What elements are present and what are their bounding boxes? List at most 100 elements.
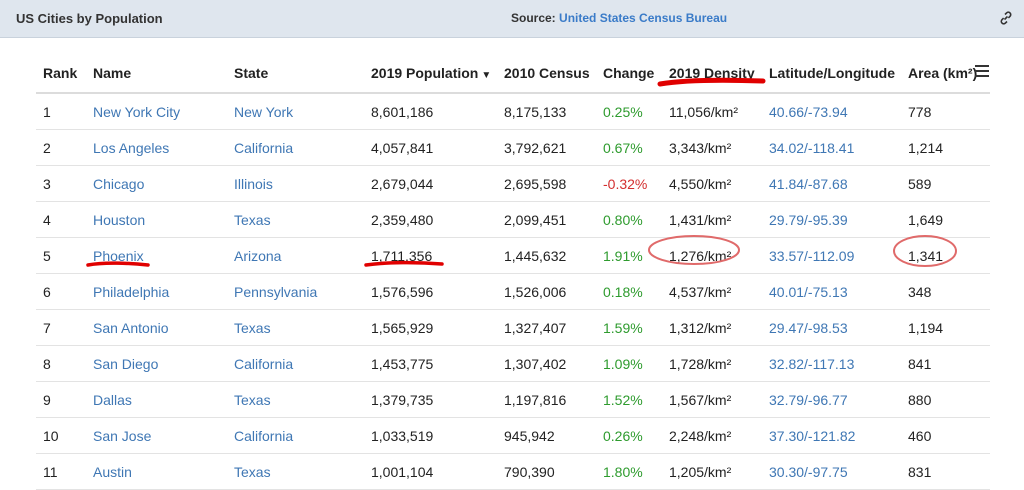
- table-row: 9 Dallas Texas 1,379,735 1,197,816 1.52% 1,567…: [36, 381, 990, 418]
- density-cell: 4,537/km²: [662, 273, 762, 310]
- rank-cell: 6: [36, 273, 86, 310]
- table-row: 7 San Antonio Texas 1,565,929 1,327,407 1.59%…: [36, 309, 990, 346]
- table-row: 2 Los Angeles California 4,057,841 3,792,621…: [36, 129, 990, 166]
- change-cell: 0.67%: [596, 129, 662, 166]
- density-cell: 3,343/km²: [662, 129, 762, 166]
- column-header-lat-long[interactable]: Latitude/Longitude: [762, 54, 901, 94]
- change-cell: 0.26%: [596, 417, 662, 454]
- state-link[interactable]: Texas: [227, 201, 364, 238]
- population-2019-cell: 1,711,356: [364, 237, 497, 274]
- state-link[interactable]: Texas: [227, 381, 364, 418]
- city-name-link[interactable]: Philadelphia: [86, 273, 227, 310]
- lat-long-link[interactable]: 33.57/-112.09: [762, 237, 901, 274]
- rank-cell: 8: [36, 345, 86, 382]
- state-link[interactable]: Illinois: [227, 165, 364, 202]
- hamburger-menu-icon[interactable]: [975, 65, 989, 77]
- lat-long-link[interactable]: 41.84/-87.68: [762, 165, 901, 202]
- change-cell: 1.80%: [596, 453, 662, 490]
- census-2010-cell: 1,327,407: [497, 309, 596, 346]
- population-2019-cell: 1,379,735: [364, 381, 497, 418]
- column-header-change[interactable]: Change: [596, 54, 662, 94]
- source-link[interactable]: United States Census Bureau: [559, 11, 728, 25]
- city-name-link[interactable]: San Antonio: [86, 309, 227, 346]
- column-header-census-2010[interactable]: 2010 Census: [497, 54, 596, 94]
- density-cell: 1,567/km²: [662, 381, 762, 418]
- state-link[interactable]: California: [227, 345, 364, 382]
- city-name-link[interactable]: New York City: [86, 93, 227, 130]
- state-link[interactable]: Texas: [227, 453, 364, 490]
- area-cell: 880: [901, 381, 990, 418]
- city-name-link[interactable]: San Diego: [86, 345, 227, 382]
- table-row: 11 Austin Texas 1,001,104 790,390 1.80% 1,205/…: [36, 453, 990, 490]
- table-row: 4 Houston Texas 2,359,480 2,099,451 0.80% 1,43…: [36, 201, 990, 238]
- table-row: 3 Chicago Illinois 2,679,044 2,695,598 -0.32%…: [36, 165, 990, 202]
- density-cell: 11,056/km²: [662, 93, 762, 130]
- lat-long-link[interactable]: 40.01/-75.13: [762, 273, 901, 310]
- city-name-link[interactable]: Chicago: [86, 165, 227, 202]
- city-name-link[interactable]: Dallas: [86, 381, 227, 418]
- city-name-link[interactable]: Houston: [86, 201, 227, 238]
- area-cell: 831: [901, 453, 990, 490]
- top-bar: US Cities by Population Source: United S…: [0, 0, 1024, 38]
- state-link[interactable]: New York: [227, 93, 364, 130]
- column-header-name[interactable]: Name: [86, 54, 227, 94]
- state-link[interactable]: California: [227, 417, 364, 454]
- change-cell: 0.25%: [596, 93, 662, 130]
- lat-long-link[interactable]: 32.82/-117.13: [762, 345, 901, 382]
- link-icon[interactable]: [998, 10, 1014, 26]
- change-cell: 1.59%: [596, 309, 662, 346]
- column-header-rank[interactable]: Rank: [36, 54, 86, 94]
- column-header-area[interactable]: Area (km²): [901, 54, 990, 94]
- state-link[interactable]: California: [227, 129, 364, 166]
- lat-long-link[interactable]: 34.02/-118.41: [762, 129, 901, 166]
- census-2010-cell: 3,792,621: [497, 129, 596, 166]
- census-2010-cell: 2,695,598: [497, 165, 596, 202]
- rank-cell: 11: [36, 453, 86, 490]
- change-cell: 0.80%: [596, 201, 662, 238]
- rank-cell: 5: [36, 237, 86, 274]
- census-2010-cell: 790,390: [497, 453, 596, 490]
- population-2019-cell: 1,565,929: [364, 309, 497, 346]
- lat-long-link[interactable]: 32.79/-96.77: [762, 381, 901, 418]
- lat-long-link[interactable]: 40.66/-73.94: [762, 93, 901, 130]
- sort-descending-icon: ▼: [481, 70, 492, 81]
- table-row: 1 New York City New York 8,601,186 8,175,133…: [36, 93, 990, 130]
- city-name-link[interactable]: Los Angeles: [86, 129, 227, 166]
- density-cell: 1,312/km²: [662, 309, 762, 346]
- population-2019-cell: 2,359,480: [364, 201, 497, 238]
- rank-cell: 1: [36, 93, 86, 130]
- column-header-state[interactable]: State: [227, 54, 364, 94]
- population-2019-cell: 1,001,104: [364, 453, 497, 490]
- population-2019-cell: 8,601,186: [364, 93, 497, 130]
- area-cell: 1,194: [901, 309, 990, 346]
- city-name-link[interactable]: Phoenix: [86, 237, 227, 274]
- rank-cell: 4: [36, 201, 86, 238]
- rank-cell: 10: [36, 417, 86, 454]
- city-name-link[interactable]: San Jose: [86, 417, 227, 454]
- change-cell: -0.32%: [596, 165, 662, 202]
- rank-cell: 9: [36, 381, 86, 418]
- lat-long-link[interactable]: 30.30/-97.75: [762, 453, 901, 490]
- population-2019-cell: 1,576,596: [364, 273, 497, 310]
- rank-cell: 7: [36, 309, 86, 346]
- density-cell: 1,205/km²: [662, 453, 762, 490]
- area-cell: 1,214: [901, 129, 990, 166]
- area-cell: 348: [901, 273, 990, 310]
- table-row: 6 Philadelphia Pennsylvania 1,576,596 1,526,…: [36, 273, 990, 310]
- column-header-density-2019[interactable]: 2019 Density: [662, 54, 762, 94]
- area-cell: 1,649: [901, 201, 990, 238]
- state-link[interactable]: Pennsylvania: [227, 273, 364, 310]
- lat-long-link[interactable]: 29.79/-95.39: [762, 201, 901, 238]
- population-2019-cell: 1,033,519: [364, 417, 497, 454]
- census-2010-cell: 1,307,402: [497, 345, 596, 382]
- state-link[interactable]: Texas: [227, 309, 364, 346]
- column-header-population-2019[interactable]: 2019 Population ▼: [364, 54, 497, 94]
- table-row: 5 Phoenix Arizona 1,711,356 1,445,632 1.91% 1,…: [36, 237, 990, 274]
- lat-long-link[interactable]: 29.47/-98.53: [762, 309, 901, 346]
- lat-long-link[interactable]: 37.30/-121.82: [762, 417, 901, 454]
- city-population-table: Rank Name State 2019 Population ▼ 2010 Ce…: [36, 54, 990, 490]
- change-cell: 1.91%: [596, 237, 662, 274]
- city-name-link[interactable]: Austin: [86, 453, 227, 490]
- state-link[interactable]: Arizona: [227, 237, 364, 274]
- change-cell: 1.09%: [596, 345, 662, 382]
